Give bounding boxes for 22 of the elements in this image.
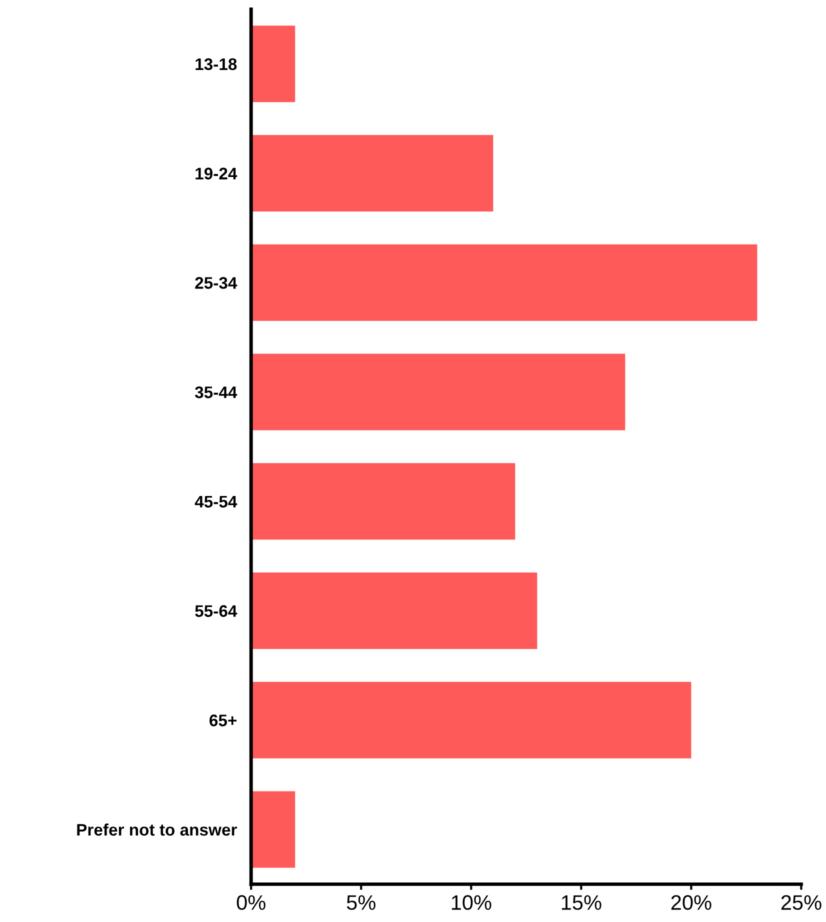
x-tick-label: 25% (781, 895, 822, 910)
y-tick-label: 19-24 (196, 168, 238, 180)
y-tick-label: 55-64 (195, 605, 238, 617)
bar (251, 26, 296, 102)
bar (251, 244, 758, 321)
y-tick-label: 13-18 (196, 58, 237, 70)
bar (251, 572, 538, 650)
bar (251, 791, 296, 868)
x-tick-label: 20% (671, 895, 712, 910)
x-tick-label: 0% (236, 895, 266, 910)
bar (251, 135, 494, 212)
bar (251, 463, 516, 540)
y-tick-label: 35-44 (194, 386, 238, 398)
y-tick-label: 65+ (210, 714, 237, 726)
x-tick-label: 15% (562, 895, 602, 910)
bar (251, 682, 692, 758)
y-tick-label: 25-34 (195, 277, 238, 289)
x-tick-label: 5% (346, 895, 376, 910)
x-tick-label: 10% (452, 895, 492, 910)
bar (251, 354, 626, 430)
y-tick-label: 45-54 (194, 496, 238, 508)
y-tick-label: Prefer not to answer (77, 823, 237, 836)
